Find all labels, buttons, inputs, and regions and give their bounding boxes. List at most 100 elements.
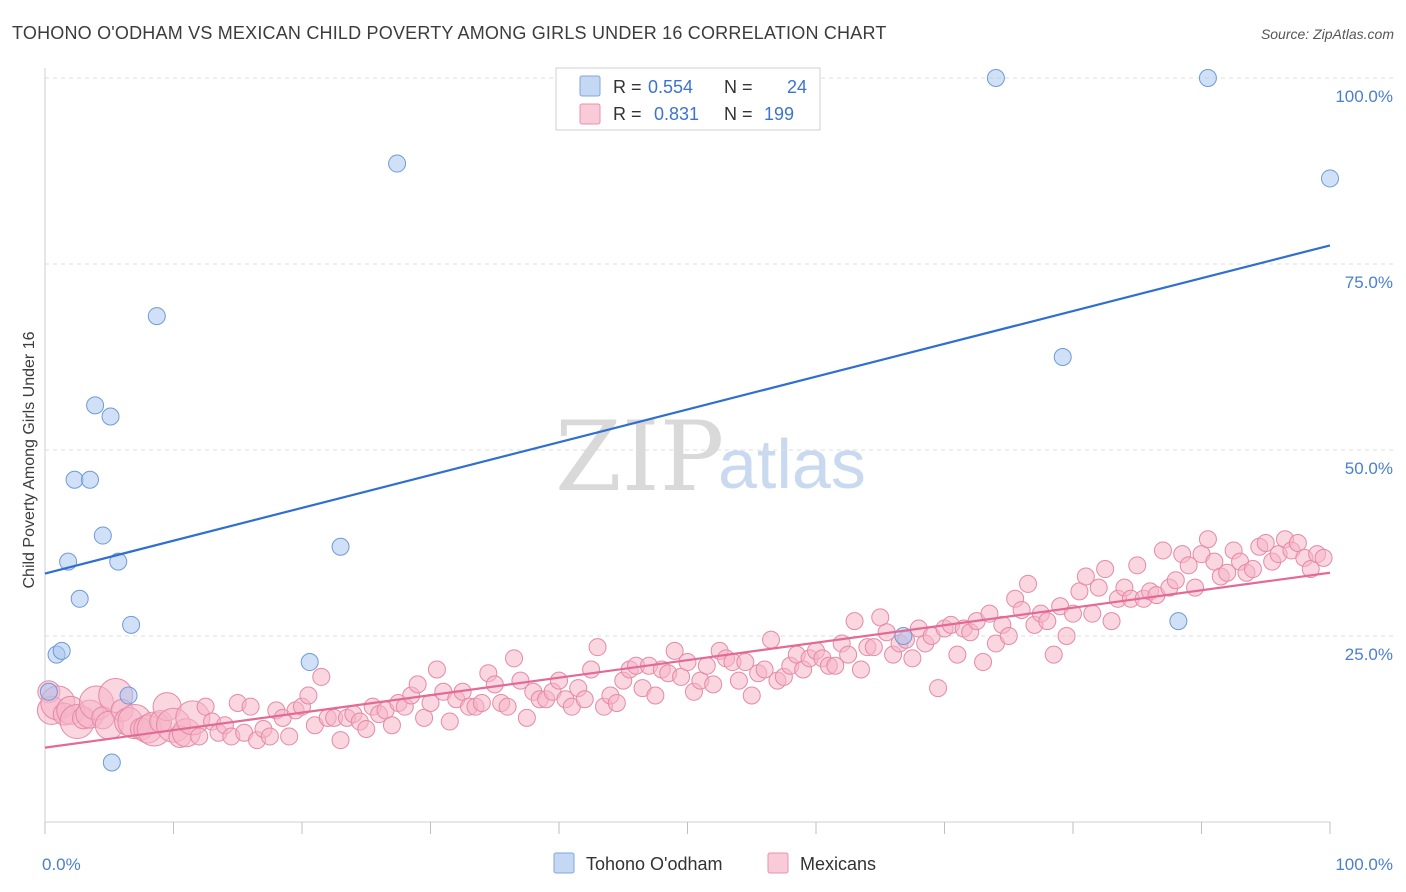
point-mexicans-126	[845, 612, 864, 631]
point-mexicans-146	[974, 653, 993, 672]
point-mexicans-41	[299, 686, 318, 705]
point-mexicans-161	[1070, 582, 1089, 601]
bottom-legend-label-tohono: Tohono O'odham	[586, 854, 723, 874]
bottom-legend-swatch-mexicans	[767, 852, 789, 874]
point-mexicans-50	[357, 720, 376, 738]
point-mexicans-139	[929, 679, 948, 698]
point-mexicans-125	[839, 645, 858, 664]
point-tohono-11	[119, 686, 138, 705]
bottom-legend-swatch-tohono	[553, 852, 575, 874]
point-mexicans-142	[948, 645, 967, 664]
legend-n-value-tohono: 24	[787, 77, 807, 97]
point-mexicans-109	[736, 653, 755, 672]
point-mexicans-89	[607, 693, 626, 712]
point-tohono-12	[122, 615, 141, 634]
point-mexicans-190	[1256, 534, 1275, 552]
point-mexicans-156	[1038, 612, 1057, 631]
watermark-zip: ZIP	[555, 401, 724, 513]
point-tohono-9	[101, 407, 120, 426]
point-mexicans-85	[582, 660, 601, 679]
series-tohono-points	[39, 69, 1339, 772]
stats-legend: R = 0.554 N = 24 R = 0.831 N = 199	[555, 67, 821, 131]
point-tohono-13	[147, 307, 166, 326]
point-mexicans-24	[190, 727, 209, 746]
point-mexicans-165	[1096, 560, 1115, 579]
point-mexicans-46	[331, 731, 350, 750]
point-mexicans-174	[1153, 541, 1172, 560]
series-mexicans-points	[36, 530, 1333, 750]
point-mexicans-104	[704, 675, 723, 694]
point-tohono-4	[65, 470, 84, 489]
point-mexicans-95	[646, 686, 665, 705]
legend-r-value-tohono: 0.554	[648, 77, 693, 97]
point-tohono-10	[109, 552, 128, 571]
point-mexicans-63	[440, 712, 459, 731]
point-tohono-20	[1053, 348, 1072, 366]
point-mexicans-113	[762, 630, 781, 649]
y-tick-label-1: 50.0%	[1345, 459, 1393, 478]
point-tohono-6	[80, 470, 99, 489]
point-tohono-19	[986, 69, 1005, 87]
point-tohono-5	[70, 589, 89, 608]
point-mexicans-32	[241, 697, 260, 716]
legend-r-value-mexicans: 0.831	[654, 104, 699, 124]
point-mexicans-103	[697, 656, 716, 675]
point-tohono-2	[52, 641, 71, 660]
point-mexicans-38	[280, 727, 299, 746]
point-tohono-21	[1169, 612, 1188, 631]
y-axis-label: Child Poverty Among Girls Under 16	[21, 331, 38, 588]
point-mexicans-163	[1083, 604, 1102, 623]
point-mexicans-195	[1288, 534, 1307, 552]
legend-n-label-tohono: N =	[724, 77, 753, 97]
x-tick-label-0: 0.0%	[42, 855, 81, 874]
point-mexicans-123	[826, 656, 845, 675]
point-mexicans-25	[196, 697, 215, 716]
point-tohono-8	[93, 526, 112, 545]
point-mexicans-188	[1243, 560, 1262, 579]
point-tohono-0	[39, 682, 58, 701]
y-tick-label-0: 25.0%	[1345, 645, 1393, 664]
point-mexicans-166	[1102, 612, 1121, 631]
point-mexicans-157	[1044, 645, 1063, 664]
point-mexicans-43	[312, 667, 331, 686]
legend-n-label-mexicans: N =	[724, 104, 753, 124]
point-mexicans-68	[472, 693, 491, 712]
y-tick-label-3: 100.0%	[1335, 87, 1393, 106]
legend-swatch-tohono	[579, 75, 601, 97]
point-mexicans-73	[505, 649, 524, 668]
point-mexicans-153	[1019, 574, 1038, 593]
point-tohono-17	[388, 154, 407, 173]
point-mexicans-160	[1064, 604, 1082, 623]
point-mexicans-35	[260, 727, 279, 746]
point-mexicans-75	[517, 708, 536, 727]
legend-r-label-tohono: R =	[613, 77, 642, 97]
chart-title: TOHONO O'ODHAM VS MEXICAN CHILD POVERTY …	[12, 23, 887, 43]
y-tick-label-2: 75.0%	[1345, 273, 1393, 292]
chart-source: Source: ZipAtlas.com	[1261, 26, 1394, 42]
watermark-atlas: atlas	[718, 425, 866, 503]
point-mexicans-181	[1198, 530, 1217, 549]
point-mexicans-108	[729, 671, 748, 690]
y-tick-labels: 25.0% 50.0% 75.0% 100.0%	[1335, 87, 1393, 664]
trend-line-mexicans	[44, 571, 1331, 749]
bottom-legend-label-mexicans: Mexicans	[800, 854, 876, 874]
point-mexicans-162	[1076, 567, 1095, 586]
point-mexicans-99	[672, 667, 691, 686]
trend-line-tohono	[44, 244, 1331, 575]
point-mexicans-135	[903, 649, 922, 668]
x-tick-label-1: 100.0%	[1335, 855, 1393, 874]
legend-r-label-mexicans: R =	[613, 104, 642, 124]
point-mexicans-54	[382, 716, 401, 735]
point-tohono-23	[1321, 169, 1339, 188]
point-mexicans-112	[755, 660, 774, 679]
point-mexicans-164	[1089, 578, 1108, 597]
legend-swatch-mexicans	[579, 103, 601, 125]
point-mexicans-199	[1314, 548, 1333, 567]
point-mexicans-170	[1128, 556, 1147, 575]
point-mexicans-58	[408, 675, 427, 694]
point-mexicans-61	[427, 660, 446, 679]
point-mexicans-197	[1301, 560, 1320, 579]
point-mexicans-80	[550, 671, 568, 690]
point-mexicans-184	[1218, 563, 1237, 582]
